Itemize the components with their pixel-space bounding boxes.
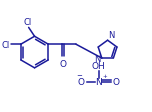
- Text: Cl: Cl: [24, 18, 32, 27]
- Text: +: +: [102, 74, 107, 79]
- Text: O: O: [77, 78, 84, 86]
- Text: O: O: [112, 78, 119, 86]
- Text: N: N: [95, 78, 102, 86]
- Text: −: −: [76, 73, 82, 79]
- Text: N: N: [109, 30, 115, 39]
- Text: O: O: [60, 59, 67, 68]
- Text: Cl: Cl: [1, 40, 10, 49]
- Text: N: N: [94, 54, 100, 63]
- Text: OH: OH: [92, 61, 106, 70]
